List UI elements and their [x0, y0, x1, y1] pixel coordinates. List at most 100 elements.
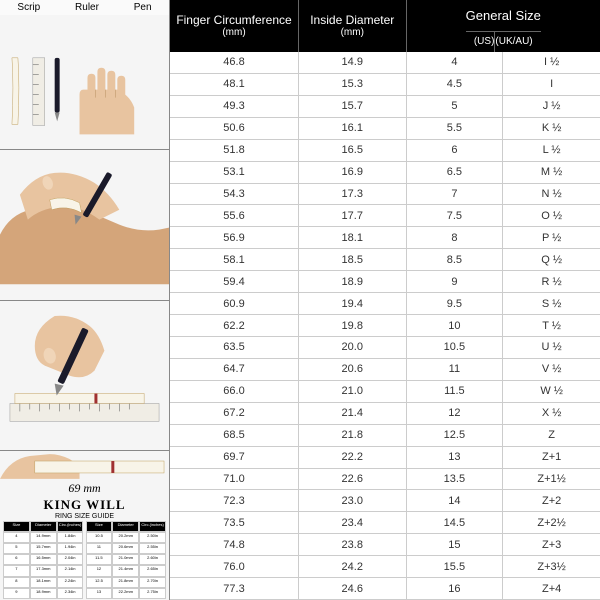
cell-id: 15.7: [299, 96, 407, 118]
cell-fc: 58.1: [170, 249, 299, 271]
cell-fc: 53.1: [170, 162, 299, 184]
cell-uk: Q ½: [503, 249, 600, 271]
cell-us: 15: [407, 534, 504, 556]
cell-fc: 67.2: [170, 403, 299, 425]
table-row: 69.722.213Z+1: [170, 447, 600, 469]
cell-uk: L ½: [503, 140, 600, 162]
table-header-row: Finger Circumference (mm) Inside Diamete…: [170, 0, 600, 52]
table-row: 64.720.611V ½: [170, 359, 600, 381]
table-row: 49.315.75J ½: [170, 96, 600, 118]
cell-fc: 60.9: [170, 293, 299, 315]
measurement-value: 69 mm: [0, 479, 169, 496]
cell-fc: 68.5: [170, 425, 299, 447]
cell-uk: S ½: [503, 293, 600, 315]
table-row: 66.021.011.5W ½: [170, 381, 600, 403]
cell-fc: 56.9: [170, 227, 299, 249]
wrap-illustration: [0, 150, 169, 299]
cell-uk: U ½: [503, 337, 600, 359]
panel-mark: [0, 301, 169, 451]
label-scrip: Scrip: [17, 2, 40, 13]
cell-us: 4: [407, 52, 504, 74]
header-inside-diameter: Inside Diameter (mm): [299, 0, 407, 52]
cell-fc: 46.8: [170, 52, 299, 74]
cell-us: 12.5: [407, 425, 504, 447]
cell-id: 19.8: [299, 315, 407, 337]
size-table: Finger Circumference (mm) Inside Diamete…: [170, 0, 600, 600]
cell-us: 8: [407, 227, 504, 249]
cell-uk: P ½: [503, 227, 600, 249]
cell-fc: 76.0: [170, 556, 299, 578]
cell-id: 20.0: [299, 337, 407, 359]
tool-labels: Scrip Ruler Pen: [0, 0, 169, 15]
cell-uk: Z+2: [503, 490, 600, 512]
cell-uk: W ½: [503, 381, 600, 403]
cell-fc: 49.3: [170, 96, 299, 118]
cell-id: 20.6: [299, 359, 407, 381]
cell-uk: Z: [503, 425, 600, 447]
cell-fc: 62.2: [170, 315, 299, 337]
cell-uk: M ½: [503, 162, 600, 184]
cell-fc: 51.8: [170, 140, 299, 162]
cell-uk: X ½: [503, 403, 600, 425]
cell-id: 18.5: [299, 249, 407, 271]
cell-fc: 63.5: [170, 337, 299, 359]
mark-illustration: [0, 301, 169, 450]
illustration-column: Scrip Ruler Pen: [0, 0, 170, 600]
cell-uk: K ½: [503, 118, 600, 140]
panel-result: 69 mm KING WILL RING SIZE GUIDE SizeDiam…: [0, 451, 169, 600]
table-row: 48.115.34.5I: [170, 74, 600, 96]
cell-us: 13: [407, 447, 504, 469]
cell-us: 4.5: [407, 74, 504, 96]
cell-us: 10.5: [407, 337, 504, 359]
brand-name: KING WILL: [0, 496, 169, 513]
table-row: 55.617.77.5O ½: [170, 205, 600, 227]
table-row: 77.324.616Z+4: [170, 578, 600, 600]
cell-id: 23.8: [299, 534, 407, 556]
panel-tools: Scrip Ruler Pen: [0, 0, 169, 150]
header-finger-circumference: Finger Circumference (mm): [170, 0, 299, 52]
cell-fc: 72.3: [170, 490, 299, 512]
table-row: 71.022.613.5Z+1½: [170, 469, 600, 491]
cell-id: 23.0: [299, 490, 407, 512]
cell-us: 5.5: [407, 118, 504, 140]
cell-id: 21.4: [299, 403, 407, 425]
cell-id: 17.7: [299, 205, 407, 227]
header-general-size: General Size (US) (UK/AU): [407, 0, 600, 52]
table-row: 67.221.412X ½: [170, 403, 600, 425]
cell-uk: J ½: [503, 96, 600, 118]
cell-id: 24.6: [299, 578, 407, 600]
main-container: Scrip Ruler Pen: [0, 0, 600, 600]
cell-uk: Z+2½: [503, 512, 600, 534]
cell-us: 15.5: [407, 556, 504, 578]
cell-uk: R ½: [503, 271, 600, 293]
cell-us: 6: [407, 140, 504, 162]
cell-uk: O ½: [503, 205, 600, 227]
cell-uk: I ½: [503, 52, 600, 74]
cell-fc: 55.6: [170, 205, 299, 227]
header-us: (US): [474, 32, 496, 52]
table-row: 62.219.810T ½: [170, 315, 600, 337]
cell-us: 14: [407, 490, 504, 512]
cell-id: 22.6: [299, 469, 407, 491]
cell-id: 15.3: [299, 74, 407, 96]
cell-us: 14.5: [407, 512, 504, 534]
cell-id: 16.1: [299, 118, 407, 140]
cell-us: 8.5: [407, 249, 504, 271]
cell-fc: 48.1: [170, 74, 299, 96]
cell-us: 5: [407, 96, 504, 118]
cell-id: 19.4: [299, 293, 407, 315]
table-body: 46.814.94I ½48.115.34.5I49.315.75J ½50.6…: [170, 52, 600, 600]
measured-strip-illustration: [0, 451, 169, 479]
cell-uk: Z+4: [503, 578, 600, 600]
table-row: 50.616.15.5K ½: [170, 118, 600, 140]
cell-id: 16.9: [299, 162, 407, 184]
cell-us: 7.5: [407, 205, 504, 227]
cell-id: 21.0: [299, 381, 407, 403]
header-fc-unit: (mm): [222, 27, 245, 39]
cell-id: 24.2: [299, 556, 407, 578]
cell-us: 10: [407, 315, 504, 337]
cell-fc: 64.7: [170, 359, 299, 381]
guide-title: RING SIZE GUIDE: [0, 513, 169, 520]
label-pen: Pen: [134, 2, 152, 13]
table-row: 58.118.58.5Q ½: [170, 249, 600, 271]
